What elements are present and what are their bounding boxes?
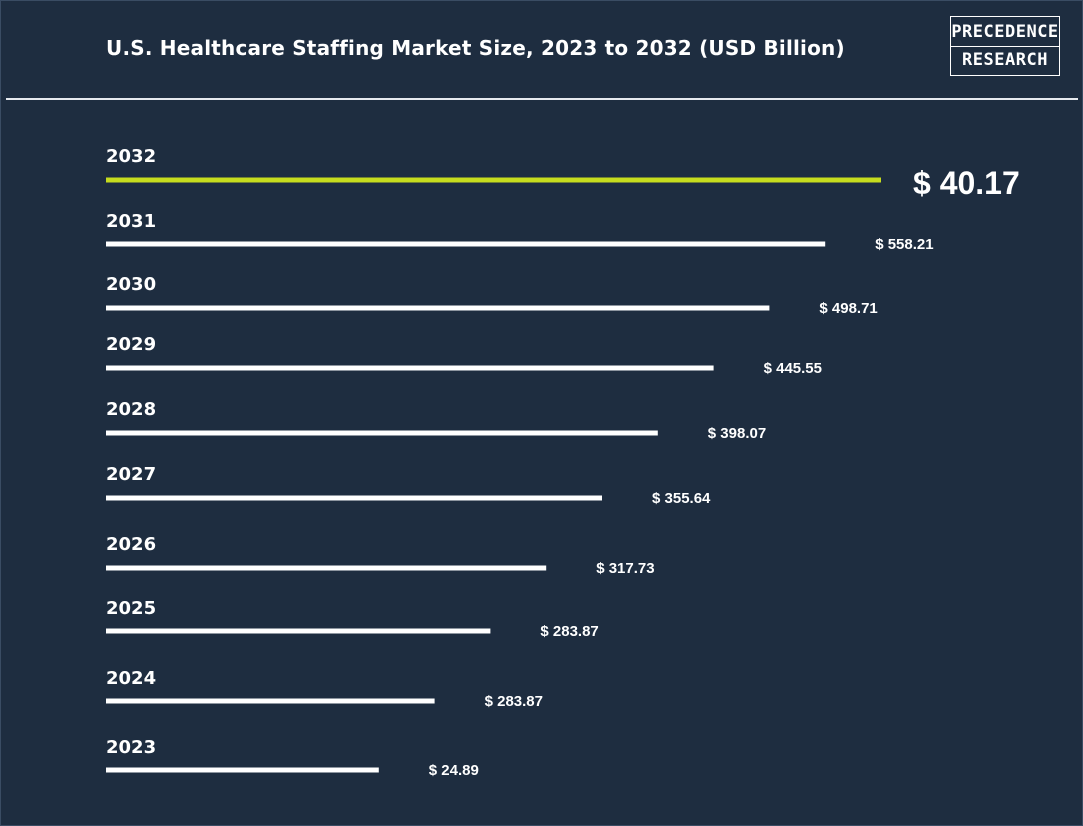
value-label-2025: $ 283.87 xyxy=(540,623,598,640)
value-label-2027: $ 355.64 xyxy=(652,490,711,507)
header-divider xyxy=(6,98,1078,100)
value-label-2028: $ 398.07 xyxy=(708,425,766,442)
year-label-2031: 2031 xyxy=(106,211,156,232)
logo-rule xyxy=(951,45,1059,47)
value-label-2031: $ 558.21 xyxy=(875,236,933,253)
bar-2028 xyxy=(106,430,658,436)
year-label-2029: 2029 xyxy=(106,334,156,355)
year-label-2025: 2025 xyxy=(106,598,156,619)
value-label-2024: $ 283.87 xyxy=(485,693,543,710)
value-label-2023: $ 24.89 xyxy=(429,762,479,779)
year-label-2023: 2023 xyxy=(106,737,156,758)
value-label-2030: $ 498.71 xyxy=(819,300,877,317)
logo-line-1: PRECEDENCE xyxy=(951,21,1059,42)
bar-2031 xyxy=(106,241,826,247)
value-label-2026: $ 317.73 xyxy=(596,560,654,577)
value-label-2032: $ 40.17 xyxy=(913,165,1020,201)
year-label-2024: 2024 xyxy=(106,668,156,689)
bar-2025 xyxy=(106,628,491,634)
bar-2029 xyxy=(106,365,714,371)
year-label-2030: 2030 xyxy=(106,274,156,295)
logo-line-2: RESEARCH xyxy=(962,49,1048,70)
value-label-2029: $ 445.55 xyxy=(764,360,822,377)
year-label-2028: 2028 xyxy=(106,399,156,420)
year-label-2032: 2032 xyxy=(106,146,156,167)
bar-2027 xyxy=(106,495,602,501)
bar-2023 xyxy=(106,767,379,773)
bar-2024 xyxy=(106,698,435,704)
precedence-research-logo: PRECEDENCE RESEARCH xyxy=(950,16,1060,76)
year-label-2026: 2026 xyxy=(106,534,156,555)
year-label-2027: 2027 xyxy=(106,464,156,485)
bar-2026 xyxy=(106,565,547,571)
bar-2032 xyxy=(106,177,881,183)
bar-2030 xyxy=(106,305,770,311)
chart-title: U.S. Healthcare Staffing Market Size, 20… xyxy=(106,36,845,60)
